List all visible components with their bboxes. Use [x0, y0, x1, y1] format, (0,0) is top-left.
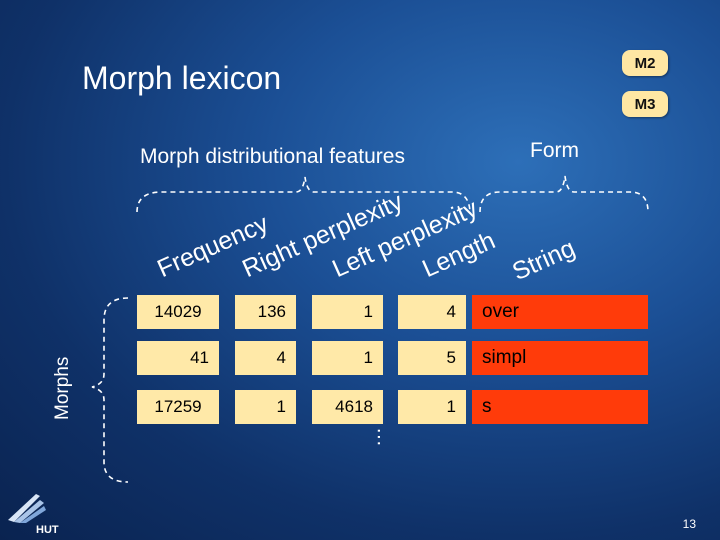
cell-length: 5: [398, 341, 466, 375]
cell-left-perplexity: 4618: [312, 390, 383, 424]
cell-right-perplexity: 136: [235, 295, 296, 329]
cell-string: simpl: [472, 341, 648, 375]
page-number: 13: [682, 517, 696, 531]
morphs-label: Morphs: [52, 356, 73, 420]
cell-length: 1: [398, 390, 466, 424]
cell-length: 4: [398, 295, 466, 329]
ellipsis: …: [363, 427, 385, 447]
cell-frequency: 14029: [137, 295, 219, 329]
section-form: Form: [530, 139, 579, 162]
badge-m3: M3: [622, 91, 668, 117]
distributional-brace: [136, 176, 471, 213]
form-brace: [479, 175, 649, 213]
badge-m2: M2: [622, 50, 668, 76]
cell-left-perplexity: 1: [312, 341, 383, 375]
section-distributional-features: Morph distributional features: [140, 145, 405, 168]
slide-title: Morph lexicon: [82, 60, 282, 96]
cell-frequency: 41: [137, 341, 219, 375]
cell-string: over: [472, 295, 648, 329]
logo-text: HUT: [36, 524, 59, 536]
cell-right-perplexity: 1: [235, 390, 296, 424]
cell-frequency: 17259: [137, 390, 219, 424]
morphs-bracket: [91, 297, 129, 483]
cell-left-perplexity: 1: [312, 295, 383, 329]
cell-string: s: [472, 390, 648, 424]
hut-logo-icon: [8, 494, 46, 523]
cell-right-perplexity: 4: [235, 341, 296, 375]
